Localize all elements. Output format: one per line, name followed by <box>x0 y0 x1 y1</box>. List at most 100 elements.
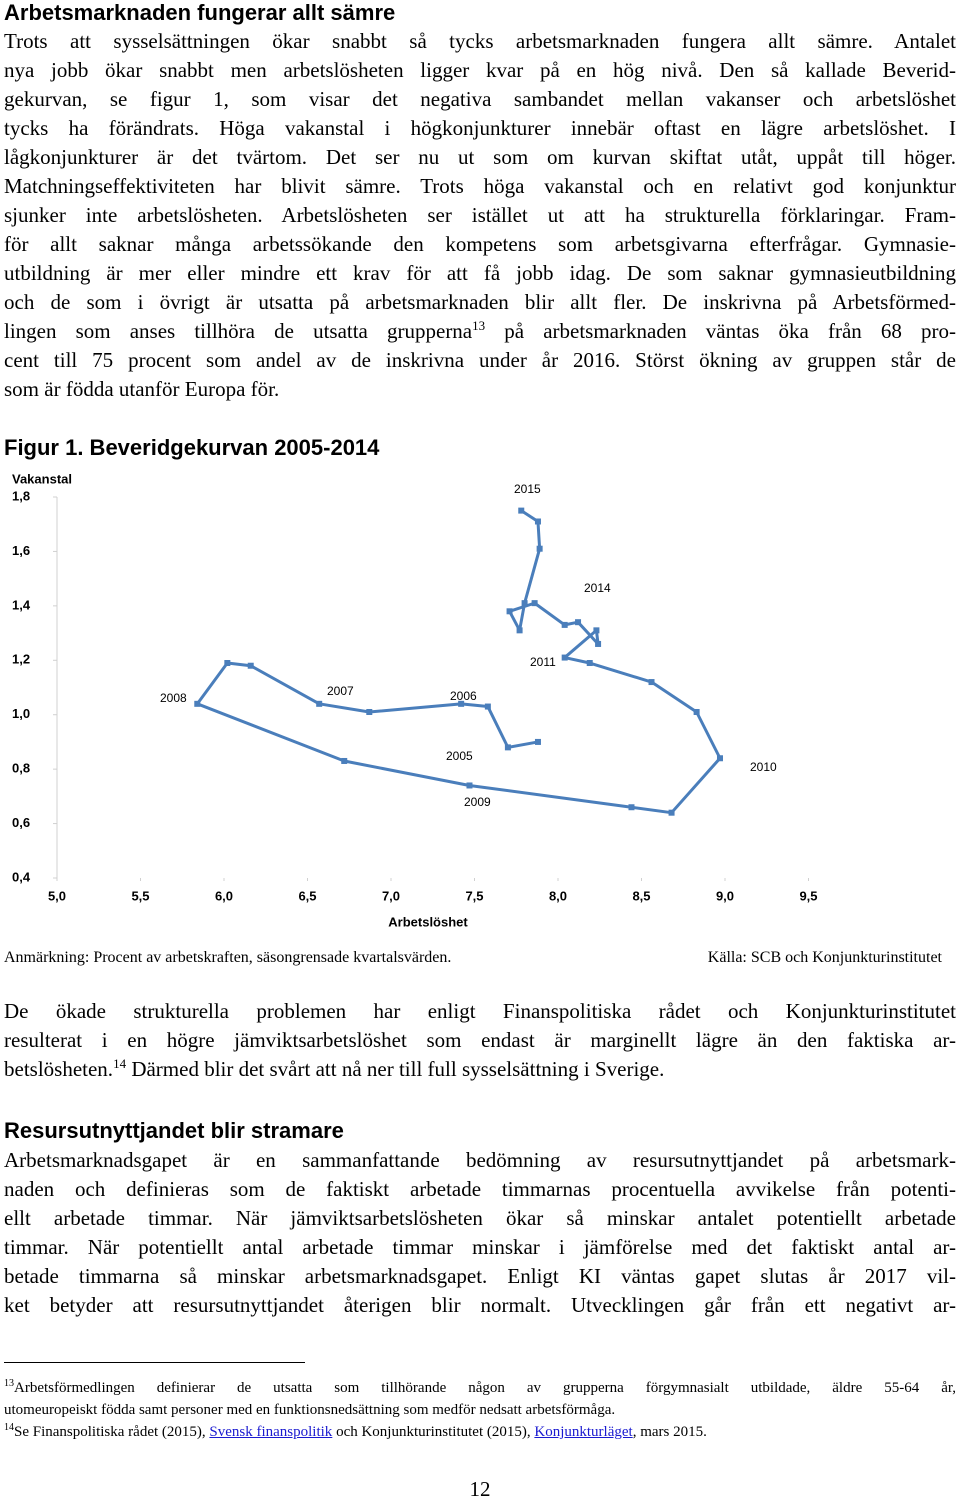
heading: Resursutnyttjandet blir stramare <box>4 1118 344 1143</box>
y-axis-label: Vakanstal <box>12 471 72 486</box>
year-label: 2009 <box>464 795 491 809</box>
x-tick-label: 9,0 <box>716 888 734 903</box>
text-line: Trots att sysselsättningen ökar snabbt s… <box>4 29 956 53</box>
link[interactable]: Svensk finanspolitik <box>209 1424 333 1440</box>
page-number: 12 <box>469 1477 491 1499</box>
text-line: Arbetsmarknadsgapet är en sammanfattande… <box>4 1148 956 1172</box>
data-point <box>518 507 525 514</box>
data-point <box>648 679 655 686</box>
x-tick-label: 7,0 <box>382 888 400 903</box>
y-tick-label: 1,8 <box>12 488 30 503</box>
text-line: De ökade strukturella problemen har enli… <box>4 999 956 1023</box>
data-point <box>586 660 593 667</box>
text: , mars 2015. <box>632 1424 707 1440</box>
data-point <box>531 600 538 607</box>
year-label: 2010 <box>750 760 777 774</box>
text-line: sjunker inte arbetslösheten. Arbetslöshe… <box>4 203 956 227</box>
text: lingen som anses tillhöra de utsatta gru… <box>4 319 473 343</box>
data-point <box>506 608 513 615</box>
text-line: naden och definieras som de faktiskt arb… <box>4 1177 956 1201</box>
text: betslösheten. <box>4 1057 114 1081</box>
x-tick-label: 8,0 <box>549 888 567 903</box>
x-tick-label: 5,0 <box>48 888 66 903</box>
data-point <box>716 755 723 762</box>
text-line: gekurvan, se figur 1, som visar det nega… <box>4 87 956 111</box>
year-label: 2014 <box>584 581 611 595</box>
y-tick-label: 1,4 <box>12 597 31 612</box>
text: Därmed blir det svårt att nå ner till fu… <box>126 1057 665 1081</box>
text-line: cent till 75 procent som andel av de ins… <box>4 348 956 372</box>
year-label: 2006 <box>450 689 477 703</box>
figure-source: Källa: SCB och Konjunkturinstitutet <box>707 949 942 966</box>
footnote-line: utomeuropeiskt födda samt personer med e… <box>4 1399 956 1421</box>
data-point <box>534 738 541 745</box>
data-point <box>628 804 635 811</box>
data-point <box>458 700 465 707</box>
text-line: utbildning är mer eller mindre ett krav … <box>4 261 956 285</box>
data-point <box>521 600 528 607</box>
data-point <box>516 627 523 634</box>
text: Arbetsförmedlingen definierar de utsatta… <box>14 1380 956 1396</box>
data-point <box>466 782 473 789</box>
data-point <box>561 654 568 661</box>
y-tick-label: 0,4 <box>12 869 31 884</box>
text-line: betslösheten.14 Därmed blir det svårt at… <box>4 1055 956 1084</box>
data-point <box>504 744 511 751</box>
data-point <box>693 708 700 715</box>
data-point <box>561 621 568 628</box>
x-tick-label: 6,5 <box>298 888 316 903</box>
footnote-line: 14Se Finanspolitiska rådet (2015), Svens… <box>4 1421 956 1443</box>
figure-title: Figur 1. Beveridgekurvan 2005-2014 <box>4 435 380 460</box>
text-line: lingen som anses tillhöra de utsatta gru… <box>4 317 956 346</box>
year-label: 2005 <box>446 749 473 763</box>
text: på arbetsmarknaden väntas öka från 68 pr… <box>485 319 956 343</box>
data-point <box>595 640 602 647</box>
data-point <box>668 809 675 816</box>
y-tick-label: 1,2 <box>12 652 30 667</box>
data-point <box>484 703 491 710</box>
text: och Konjunkturinstitutet (2015), <box>332 1424 535 1440</box>
footnote-number: 14 <box>4 1422 14 1433</box>
footnote-ref: 13 <box>472 318 486 333</box>
text-line: för allt saknar många arbetssökande den … <box>4 232 956 256</box>
year-label: 2007 <box>327 684 354 698</box>
x-tick-label: 8,5 <box>632 888 650 903</box>
data-point <box>534 518 541 525</box>
footnote-line: 13Arbetsförmedlingen definierar de utsat… <box>4 1377 956 1399</box>
year-label: 2015 <box>514 482 541 496</box>
data-point <box>224 660 231 667</box>
data-point <box>575 619 582 626</box>
text-line: betade timmarna så minskar arbetsmarknad… <box>4 1264 956 1288</box>
text-line: ellt arbetade timmar. När jämviktsarbets… <box>4 1206 956 1230</box>
data-point <box>536 545 543 552</box>
text-line: nya jobb ökar snabbt men arbetslösheten … <box>4 58 956 82</box>
text-line: Matchningseffektiviteten har blivit sämr… <box>4 174 956 198</box>
text-line: resulterat i en högre jämviktsarbetslösh… <box>4 1028 956 1052</box>
y-tick-label: 0,6 <box>12 815 30 830</box>
heading: Arbetsmarknaden fungerar allt sämre <box>4 0 396 25</box>
text: utomeuropeiskt födda samt personer med e… <box>4 1402 616 1418</box>
figure-note: Anmärkning: Procent av arbetskraften, sä… <box>4 949 452 966</box>
text-line: timmar. När potentiellt antal arbetade t… <box>4 1235 956 1259</box>
footnote-number: 13 <box>4 1378 14 1389</box>
y-tick-label: 1,0 <box>12 706 30 721</box>
x-tick-label: 6,0 <box>215 888 233 903</box>
text-line: lågkonjunkturer är det tvärtom. Det ser … <box>4 145 956 169</box>
data-point <box>341 757 348 764</box>
x-tick-label: 7,5 <box>465 888 483 903</box>
year-label: 2011 <box>530 655 556 669</box>
x-tick-label: 9,5 <box>799 888 817 903</box>
x-tick-label: 5,5 <box>131 888 149 903</box>
data-point <box>247 662 254 669</box>
data-point <box>593 627 600 634</box>
text-line: och de som i övrigt är utsatta på arbets… <box>4 290 956 314</box>
link[interactable]: Konjunkturläget <box>534 1424 633 1440</box>
text-line: tycks ha förändrats. Höga vakanstal i hö… <box>4 116 956 140</box>
data-line <box>195 509 722 815</box>
footnote-rule <box>4 1362 305 1363</box>
data-point <box>194 700 201 707</box>
data-point <box>366 708 373 715</box>
data-point <box>316 700 323 707</box>
